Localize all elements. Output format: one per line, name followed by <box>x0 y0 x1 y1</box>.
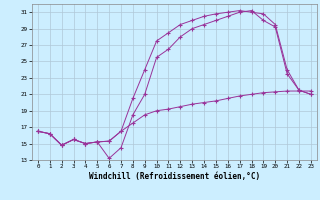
X-axis label: Windchill (Refroidissement éolien,°C): Windchill (Refroidissement éolien,°C) <box>89 172 260 181</box>
